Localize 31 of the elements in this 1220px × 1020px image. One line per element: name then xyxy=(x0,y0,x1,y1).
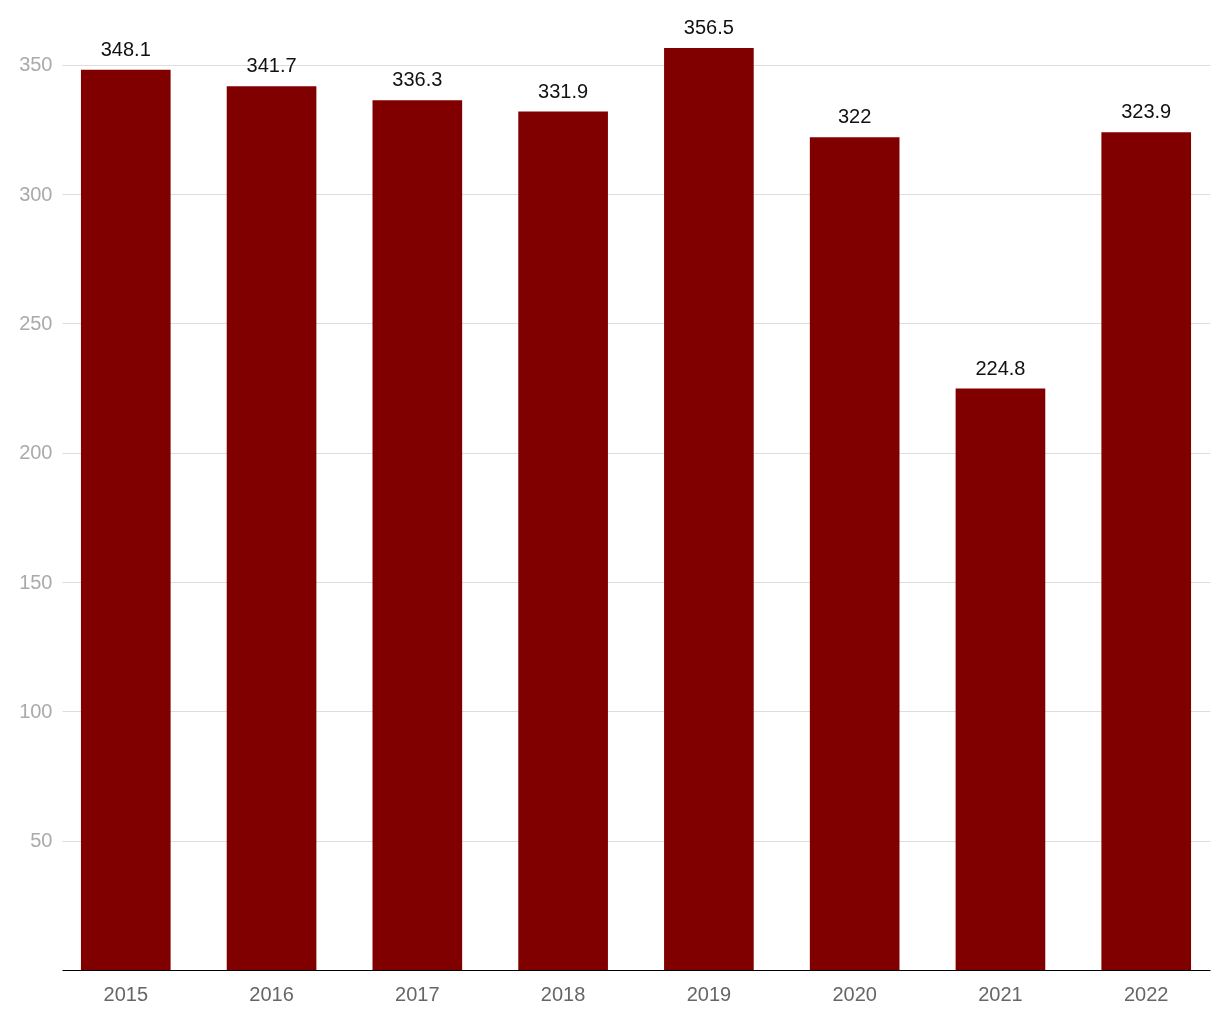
y-tick-label: 200 xyxy=(19,441,53,464)
x-tick-label: 2017 xyxy=(395,982,440,1005)
x-tick-label: 2019 xyxy=(686,982,732,1005)
bar xyxy=(518,111,608,970)
bar xyxy=(372,100,463,970)
data-label: 336.3 xyxy=(392,68,443,91)
bar xyxy=(80,69,171,970)
data-label: 331.9 xyxy=(538,79,589,102)
bar xyxy=(809,137,900,970)
data-label: 322 xyxy=(837,105,872,128)
x-tick-label: 2018 xyxy=(540,982,586,1005)
y-tick-label: 350 xyxy=(19,53,53,76)
y-tick-label: 300 xyxy=(19,182,53,205)
x-tick-label: 2021 xyxy=(978,982,1023,1005)
bar xyxy=(664,48,754,970)
y-tick-label: 100 xyxy=(19,699,53,722)
y-tick-label: 250 xyxy=(19,311,53,334)
data-label: 323.9 xyxy=(1121,100,1172,123)
bar xyxy=(226,86,317,970)
bar xyxy=(1101,132,1192,970)
x-tick-label: 2022 xyxy=(1123,982,1169,1005)
data-label: 224.8 xyxy=(975,356,1026,379)
data-label: 348.1 xyxy=(100,37,151,60)
x-tick-label: 2016 xyxy=(249,982,294,1005)
data-label: 356.5 xyxy=(683,16,734,38)
y-tick-label: 150 xyxy=(19,570,53,593)
x-tick-label: 2020 xyxy=(832,982,877,1005)
data-label: 341.7 xyxy=(246,54,297,77)
y-tick-label: 50 xyxy=(30,829,53,852)
bar xyxy=(955,388,1046,970)
x-tick-label: 2015 xyxy=(103,982,149,1005)
